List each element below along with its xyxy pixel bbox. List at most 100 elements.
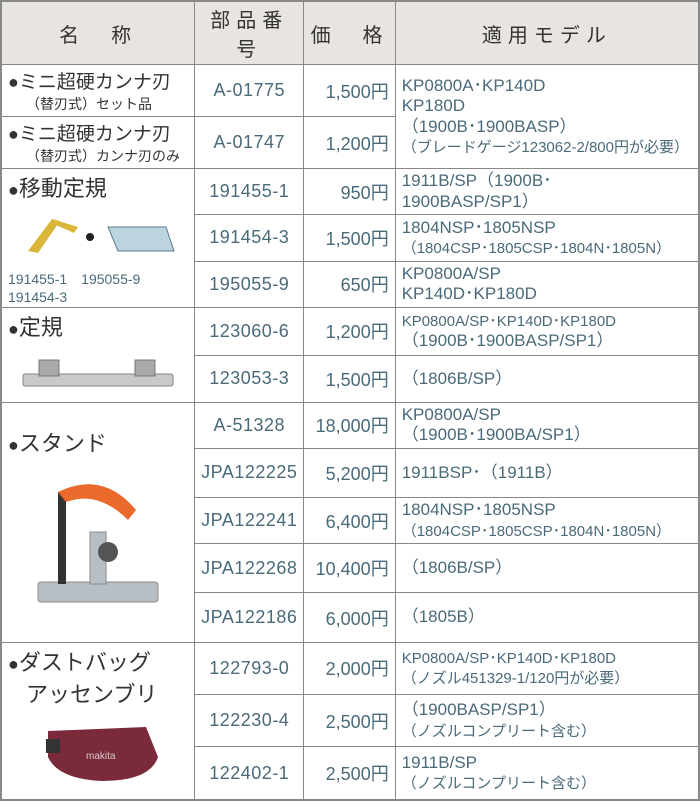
price: 18,000円 bbox=[304, 403, 395, 449]
part-number: JPA122186 bbox=[195, 593, 304, 642]
model-line: （1900B･1900BASP/SP1） bbox=[402, 331, 614, 350]
product-image bbox=[8, 203, 188, 269]
price: 2,500円 bbox=[304, 747, 395, 800]
model-cell: （1806B/SP） bbox=[395, 355, 699, 402]
part-number: 122793-0 bbox=[195, 642, 304, 694]
table-row: ●スタンド A-51328 18,000円 KP0800A/SP （1900B･… bbox=[1, 403, 699, 449]
product-caption: （替刃式）セット品 bbox=[8, 94, 188, 114]
model-line: 1911BSP･（1911B） bbox=[402, 463, 563, 482]
name-cell: ●スタンド bbox=[1, 403, 195, 643]
part-number: A-51328 bbox=[195, 403, 304, 449]
model-cell: KP0800A･KP140D KP180D （1900B･1900BASP） （… bbox=[395, 65, 699, 169]
price: 1,200円 bbox=[304, 308, 395, 356]
table-row: ●定規 123060-6 1,200円 KP0800A/SP･KP140D･KP… bbox=[1, 308, 699, 356]
part-number: JPA122225 bbox=[195, 448, 304, 497]
table-row: ●移動定規 191455-1 195055-9 191454-3 191455-… bbox=[1, 169, 699, 215]
part-number: 123053-3 bbox=[195, 355, 304, 402]
name-cell: ●ミニ超硬カンナ刃 （替刃式）セット品 bbox=[1, 65, 195, 117]
model-line: （1804CSP･1805CSP･1804N･1805N） bbox=[402, 523, 671, 540]
price: 5,200円 bbox=[304, 448, 395, 497]
model-cell: 1911BSP･（1911B） bbox=[395, 448, 699, 497]
table-row: ●ミニ超硬カンナ刃 （替刃式）セット品 A-01775 1,500円 KP080… bbox=[1, 65, 699, 117]
product-title: ダストバッグ bbox=[19, 650, 151, 675]
header-part: 部品番号 bbox=[195, 1, 304, 65]
model-cell: 1804NSP･1805NSP （1804CSP･1805CSP･1804N･1… bbox=[395, 498, 699, 544]
model-note: （ノズル451329-1/120円が必要） bbox=[402, 670, 630, 687]
price: 10,400円 bbox=[304, 543, 395, 592]
price: 1,200円 bbox=[304, 117, 395, 169]
svg-text:makita: makita bbox=[86, 751, 116, 762]
part-number: 122230-4 bbox=[195, 695, 304, 747]
name-cell: ●定規 bbox=[1, 308, 195, 403]
model-line: 1804NSP･1805NSP bbox=[402, 218, 556, 237]
parts-table: 名 称 部品番号 価 格 適用モデル ●ミニ超硬カンナ刃 （替刃式）セット品 A… bbox=[0, 0, 700, 801]
header-model: 適用モデル bbox=[395, 1, 699, 65]
part-number: 191455-1 bbox=[195, 169, 304, 215]
model-line: KP0800A/SP･KP140D･KP180D bbox=[402, 313, 616, 330]
product-name: ミニ超硬カンナ刃 bbox=[19, 72, 171, 93]
model-line: 1900BASP/SP1） bbox=[402, 192, 539, 211]
price: 1,500円 bbox=[304, 65, 395, 117]
product-title: 定規 bbox=[19, 315, 63, 340]
price: 6,000円 bbox=[304, 593, 395, 642]
model-line: （1804CSP･1805CSP･1804N･1805N） bbox=[402, 240, 671, 257]
part-number: 122402-1 bbox=[195, 747, 304, 800]
price: 2,500円 bbox=[304, 695, 395, 747]
table-row: ●ダストバッグ アッセンブリ makita 122793-0 2,000円 KP… bbox=[1, 642, 699, 694]
model-cell: KP0800A/SP･KP140D･KP180D （ノズル451329-1/12… bbox=[395, 642, 699, 694]
model-line: （1900B･1900BA/SP1） bbox=[402, 425, 591, 444]
model-note: （ノズルコンプリート含む） bbox=[402, 775, 596, 792]
name-cell: ●ミニ超硬カンナ刃 （替刃式）カンナ刃のみ bbox=[1, 117, 195, 169]
model-line: 1911B/SP bbox=[402, 753, 477, 772]
part-number: A-01775 bbox=[195, 65, 304, 117]
model-line: KP140D･KP180D bbox=[402, 284, 537, 303]
part-number: JPA122241 bbox=[195, 498, 304, 544]
part-number: 123060-6 bbox=[195, 308, 304, 356]
price: 950円 bbox=[304, 169, 395, 215]
header-name: 名 称 bbox=[1, 1, 195, 65]
model-cell: （1900BASP/SP1） （ノズルコンプリート含む） bbox=[395, 695, 699, 747]
price: 650円 bbox=[304, 261, 395, 307]
model-cell: 1911B/SP （ノズルコンプリート含む） bbox=[395, 747, 699, 800]
price: 2,000円 bbox=[304, 642, 395, 694]
price: 6,400円 bbox=[304, 498, 395, 544]
product-image bbox=[8, 342, 188, 400]
model-note: （ノズルコンプリート含む） bbox=[402, 723, 596, 740]
price: 1,500円 bbox=[304, 215, 395, 261]
model-line: KP0800A･KP140D bbox=[402, 76, 546, 95]
model-line: KP0800A/SP bbox=[402, 405, 501, 424]
product-name: ミニ超硬カンナ刃 bbox=[19, 124, 171, 145]
product-image bbox=[8, 458, 188, 618]
model-cell: （1806B/SP） bbox=[395, 543, 699, 592]
model-line: KP0800A/SP･KP140D･KP180D bbox=[402, 650, 616, 667]
part-number: 195055-9 bbox=[195, 261, 304, 307]
model-line: 1911B/SP（1900B･ bbox=[402, 171, 552, 190]
model-line: 1804NSP･1805NSP bbox=[402, 500, 556, 519]
model-cell: KP0800A/SP･KP140D･KP180D （1900B･1900BASP… bbox=[395, 308, 699, 356]
model-line: （1900BASP/SP1） bbox=[402, 700, 556, 719]
model-note: （ブレードゲージ123062-2/800円が必要） bbox=[402, 139, 689, 156]
model-cell: 1804NSP･1805NSP （1804CSP･1805CSP･1804N･1… bbox=[395, 215, 699, 261]
price: 1,500円 bbox=[304, 355, 395, 402]
model-line: （1806B/SP） bbox=[402, 369, 513, 388]
product-title: 移動定規 bbox=[19, 176, 107, 201]
part-number: A-01747 bbox=[195, 117, 304, 169]
model-line: （1806B/SP） bbox=[402, 558, 513, 577]
product-image: makita bbox=[8, 709, 188, 797]
part-number: 191454-3 bbox=[195, 215, 304, 261]
product-caption: （替刃式）カンナ刃のみ bbox=[8, 146, 188, 166]
part-number: JPA122268 bbox=[195, 543, 304, 592]
model-cell: （1805B） bbox=[395, 593, 699, 642]
header-row: 名 称 部品番号 価 格 適用モデル bbox=[1, 1, 699, 65]
model-cell: KP0800A/SP （1900B･1900BA/SP1） bbox=[395, 403, 699, 449]
product-title: スタンド bbox=[19, 431, 107, 456]
name-cell: ●ダストバッグ アッセンブリ makita bbox=[1, 642, 195, 800]
model-line: KP180D bbox=[402, 96, 465, 115]
image-codes: 191455-1 195055-9 191454-3 bbox=[8, 269, 188, 305]
product-title: アッセンブリ bbox=[8, 682, 157, 707]
model-line: （1805B） bbox=[402, 607, 485, 626]
header-price: 価 格 bbox=[304, 1, 395, 65]
model-cell: 1911B/SP（1900B･ 1900BASP/SP1） bbox=[395, 169, 699, 215]
name-cell: ●移動定規 191455-1 195055-9 191454-3 bbox=[1, 169, 195, 308]
model-line: （1900B･1900BASP） bbox=[402, 117, 577, 136]
